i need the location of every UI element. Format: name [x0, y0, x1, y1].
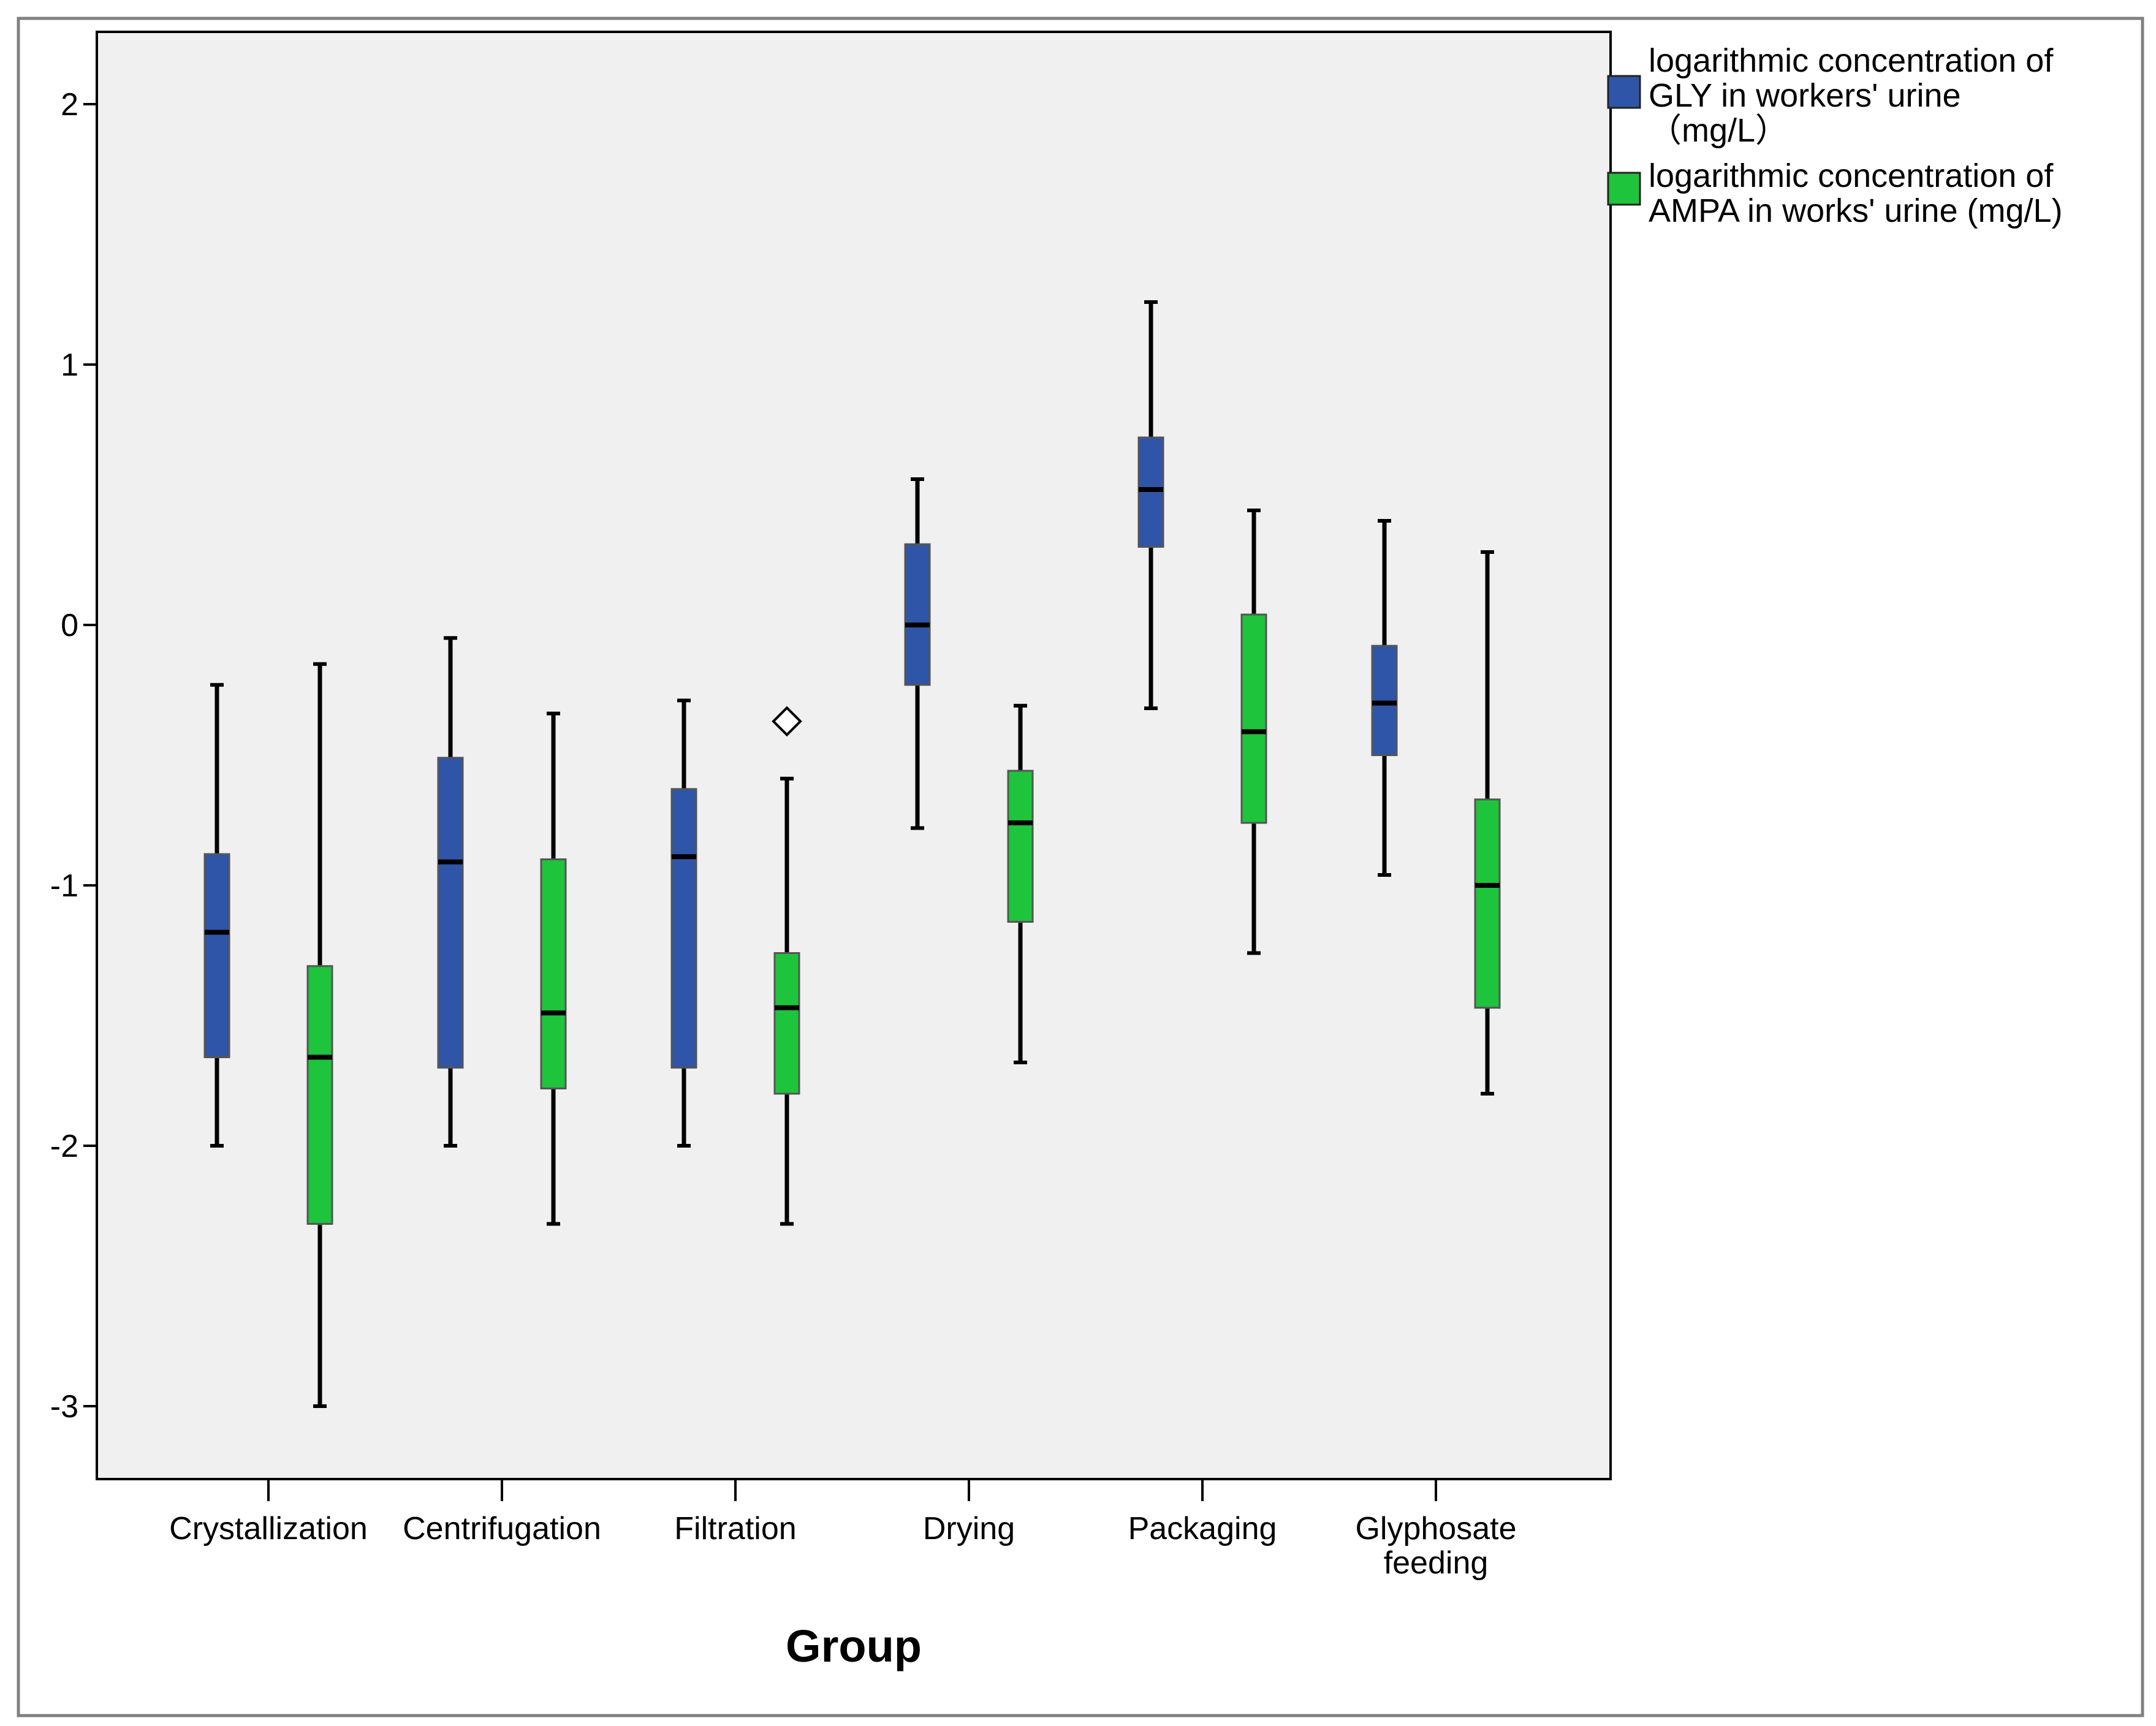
- box-gly: [1137, 300, 1164, 710]
- x-tick-label: feeding: [1384, 1545, 1489, 1581]
- y-axis: -3 -2 -1 0 1 2: [50, 87, 97, 1425]
- legend-label: （mg/L）: [1649, 112, 1788, 149]
- iqr-box: [1371, 645, 1398, 756]
- legend-label: logarithmic concentration of: [1649, 157, 2054, 194]
- x-axis-title: Group: [786, 1621, 922, 1671]
- box-ampa: [540, 711, 567, 1226]
- iqr-box: [1474, 798, 1501, 1009]
- legend-label: AMPA in works' urine (mg/L): [1649, 192, 2063, 229]
- outlier-point: [772, 706, 802, 737]
- iqr-box: [904, 543, 931, 686]
- legend-label: logarithmic concentration of: [1649, 42, 2054, 79]
- box-ampa: [1474, 550, 1501, 1096]
- x-tick-label: Filtration: [674, 1511, 796, 1546]
- legend-label: GLY in workers' urine: [1649, 77, 1961, 114]
- box-gly: [437, 636, 464, 1148]
- iqr-box: [437, 757, 464, 1069]
- iqr-box: [540, 858, 567, 1089]
- box-gly: [1371, 519, 1398, 877]
- box-gly: [904, 477, 931, 830]
- box-ampa: [1240, 509, 1267, 955]
- y-tick-label: 2: [61, 87, 78, 123]
- iqr-box: [306, 965, 333, 1225]
- iqr-box: [1007, 770, 1034, 923]
- x-tick-label: Packaging: [1128, 1511, 1277, 1546]
- box-gly: [670, 698, 697, 1148]
- y-tick-label: 1: [61, 347, 78, 383]
- box-gly: [203, 683, 230, 1148]
- box-ampa: [306, 662, 333, 1408]
- x-tick-label: Centrifugation: [403, 1511, 601, 1546]
- legend-swatch: [1607, 75, 1641, 109]
- figure-frame: [17, 17, 2144, 1717]
- iqr-box: [773, 952, 800, 1095]
- box-ampa: [1007, 703, 1034, 1064]
- box-groups: [203, 300, 1501, 1408]
- iqr-box: [670, 788, 697, 1069]
- x-tick-label: Glyphosate: [1355, 1511, 1516, 1546]
- y-tick-label: 0: [61, 608, 78, 643]
- plot-area: [96, 31, 1612, 1480]
- box-ampa: [772, 706, 802, 1226]
- iqr-box: [203, 853, 230, 1058]
- x-axis: Crystallization Centrifugation Filtration D…: [169, 1479, 1517, 1581]
- iqr-box: [1137, 436, 1164, 548]
- x-tick-label: Drying: [923, 1511, 1015, 1546]
- legend-swatch: [1607, 172, 1641, 206]
- y-tick-label: -2: [50, 1129, 78, 1164]
- x-tick-label: Crystallization: [169, 1511, 368, 1546]
- y-tick-label: -3: [50, 1389, 78, 1425]
- y-tick-label: -1: [50, 868, 78, 904]
- iqr-box: [1240, 613, 1267, 824]
